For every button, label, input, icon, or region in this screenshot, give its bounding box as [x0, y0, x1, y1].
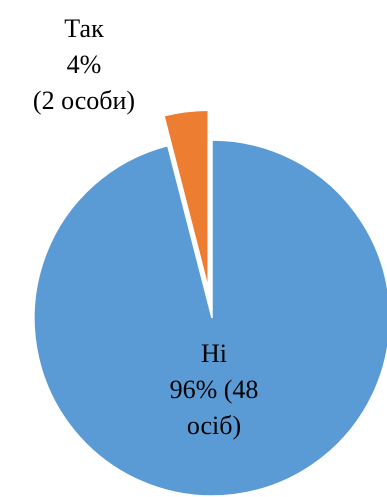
- data-label-line: Так: [64, 14, 104, 43]
- pie-slice-no: [33, 139, 387, 497]
- data-label-line: (2 особи): [33, 86, 135, 115]
- data-label-line: 96% (48: [170, 375, 259, 404]
- data-label-line: 4%: [67, 50, 102, 79]
- data-label-yes: Так 4% (2 особи): [33, 14, 135, 115]
- pie-labels: Ні 96% (48 осіб) Так 4% (2 особи): [33, 14, 258, 440]
- data-label-no: Ні 96% (48 осіб): [170, 339, 259, 440]
- data-label-line: осіб): [187, 411, 241, 440]
- pie-slice-yes: [163, 109, 209, 289]
- pie-slices: [33, 109, 387, 497]
- data-label-line: Ні: [201, 339, 227, 368]
